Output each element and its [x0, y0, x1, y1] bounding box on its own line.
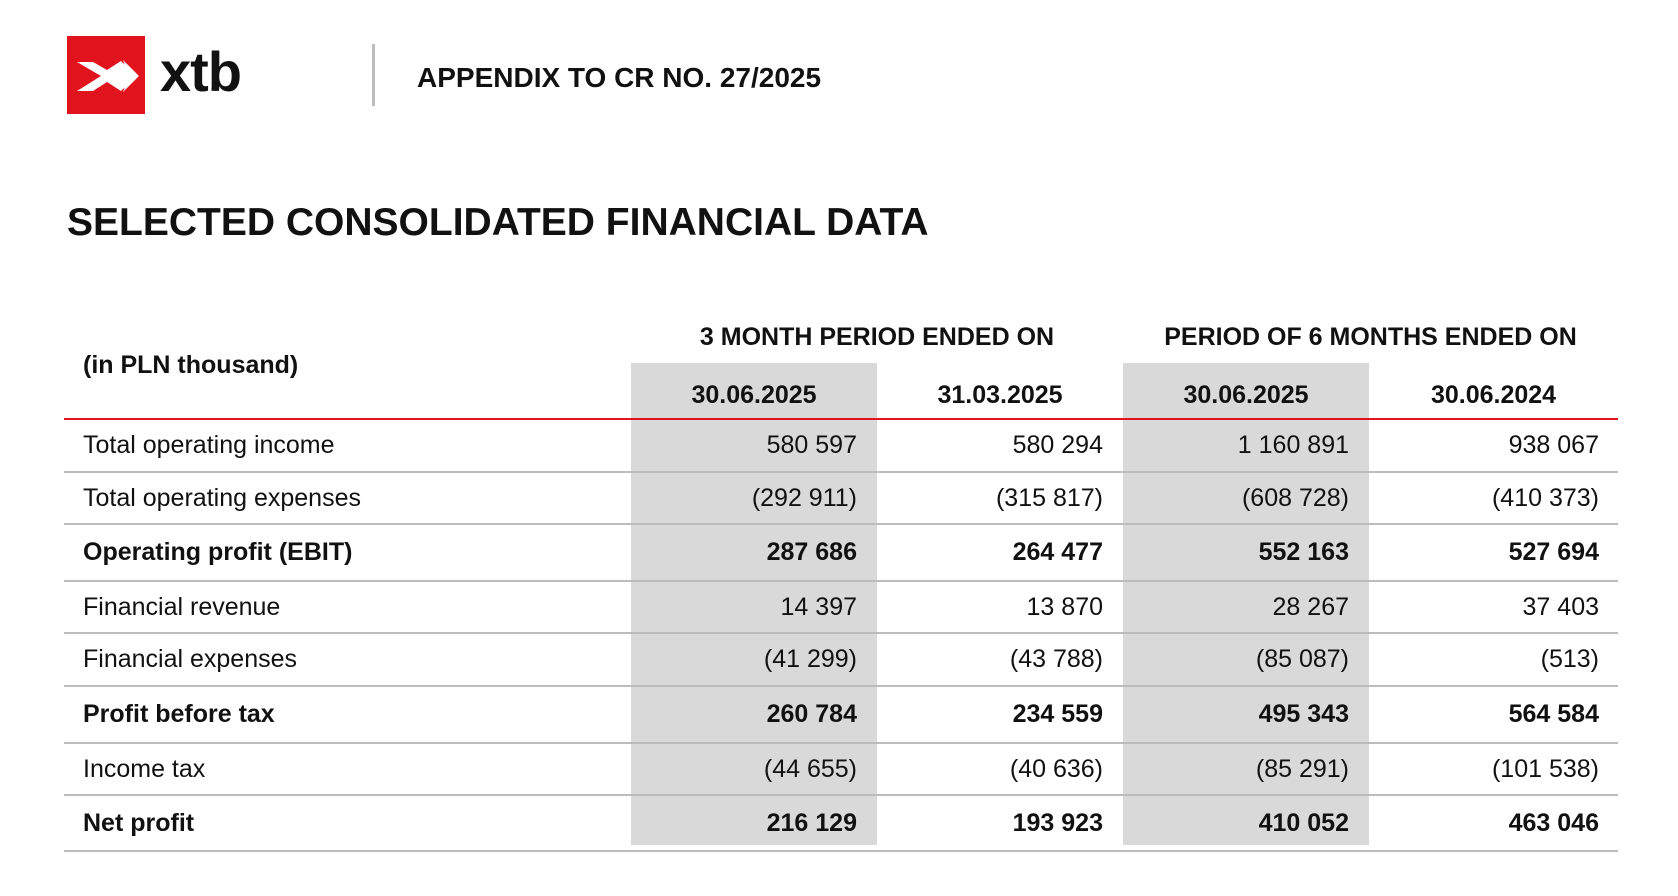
column-header: 30.06.2025: [691, 381, 817, 409]
table-row: Net profit 216 129 193 923 410 052 463 0…: [64, 796, 1618, 852]
cell-value: 938 067: [1508, 431, 1599, 459]
row-label: Net profit: [83, 809, 195, 837]
period-group-6-months: PERIOD OF 6 MONTHS ENDED ON: [1164, 323, 1577, 351]
cell-value: (315 817): [995, 484, 1103, 512]
column-header: 30.06.2024: [1430, 381, 1557, 409]
row-label: Financial expenses: [83, 645, 298, 673]
cell-value: (44 655): [763, 755, 857, 783]
table-row: Total operating income 580 597 580 294 1…: [64, 420, 1618, 473]
cell-value: (513): [1540, 645, 1599, 673]
cell-value: 495 343: [1258, 700, 1349, 728]
period-group-3-month: 3 MONTH PERIOD ENDED ON: [699, 323, 1055, 351]
cell-value: (43 788): [1009, 645, 1103, 673]
logo-wordmark: xtb: [160, 40, 242, 103]
cell-value: 14 397: [780, 593, 857, 621]
section-title: SELECTED CONSOLIDATED FINANCIAL DATA: [67, 201, 929, 244]
row-divider: [64, 742, 1618, 744]
header-red-rule: [64, 418, 1618, 420]
x-mark-icon: [77, 60, 139, 92]
table-row: Total operating expenses (292 911) (315 …: [64, 473, 1618, 525]
cell-value: 37 403: [1522, 593, 1599, 621]
cell-value: (101 538): [1491, 755, 1599, 783]
row-label: Total operating income: [83, 431, 335, 459]
row-label: Total operating expenses: [83, 484, 361, 512]
cell-value: 410 052: [1258, 809, 1349, 837]
table-row: Income tax (44 655) (40 636) (85 291) (1…: [64, 744, 1618, 796]
row-divider: [64, 794, 1618, 796]
row-divider: [64, 580, 1618, 582]
table-row: Financial expenses (41 299) (43 788) (85…: [64, 634, 1618, 687]
appendix-title: APPENDIX TO CR NO. 27/2025: [417, 62, 822, 93]
row-label: Financial revenue: [83, 593, 281, 621]
row-divider: [64, 850, 1618, 852]
cell-value: 580 294: [1012, 431, 1103, 459]
table-row: Financial revenue 14 397 13 870 28 267 3…: [64, 582, 1618, 634]
unit-label: (in PLN thousand): [83, 351, 299, 379]
cell-value: 13 870: [1026, 593, 1103, 621]
cell-value: 193 923: [1012, 809, 1103, 837]
cell-value: 260 784: [766, 700, 857, 728]
cell-value: 527 694: [1508, 538, 1599, 566]
cell-value: 287 686: [766, 538, 857, 566]
cell-value: 463 046: [1508, 809, 1599, 837]
cell-value: 1 160 891: [1237, 431, 1349, 459]
xtb-logo-mark: [67, 36, 145, 114]
row-label: Profit before tax: [83, 700, 275, 728]
cell-value: (292 911): [751, 484, 857, 512]
cell-value: 216 129: [766, 809, 857, 837]
cell-value: 552 163: [1258, 538, 1349, 566]
column-header: 31.03.2025: [937, 381, 1063, 409]
cell-value: (410 373): [1491, 484, 1599, 512]
cell-value: 264 477: [1012, 538, 1103, 566]
cell-value: (40 636): [1009, 755, 1103, 783]
header-divider: [372, 44, 375, 106]
row-divider: [64, 523, 1618, 525]
cell-value: (85 087): [1255, 645, 1349, 673]
column-header: 30.06.2025: [1183, 381, 1309, 409]
cell-value: 580 597: [766, 431, 857, 459]
row-label: Operating profit (EBIT): [83, 538, 353, 566]
cell-value: (85 291): [1255, 755, 1349, 783]
row-divider: [64, 685, 1618, 687]
column-shade-3: [1123, 363, 1369, 845]
cell-value: 564 584: [1508, 700, 1599, 728]
cell-value: (608 728): [1241, 484, 1349, 512]
row-divider: [64, 471, 1618, 473]
cell-value: (41 299): [763, 645, 857, 673]
cell-value: 234 559: [1012, 700, 1103, 728]
row-divider: [64, 632, 1618, 634]
column-shade-1: [631, 363, 877, 845]
row-label: Income tax: [83, 755, 206, 783]
table-row: Profit before tax 260 784 234 559 495 34…: [64, 687, 1618, 744]
cell-value: 28 267: [1272, 593, 1349, 621]
table-row: Operating profit (EBIT) 287 686 264 477 …: [64, 525, 1618, 582]
